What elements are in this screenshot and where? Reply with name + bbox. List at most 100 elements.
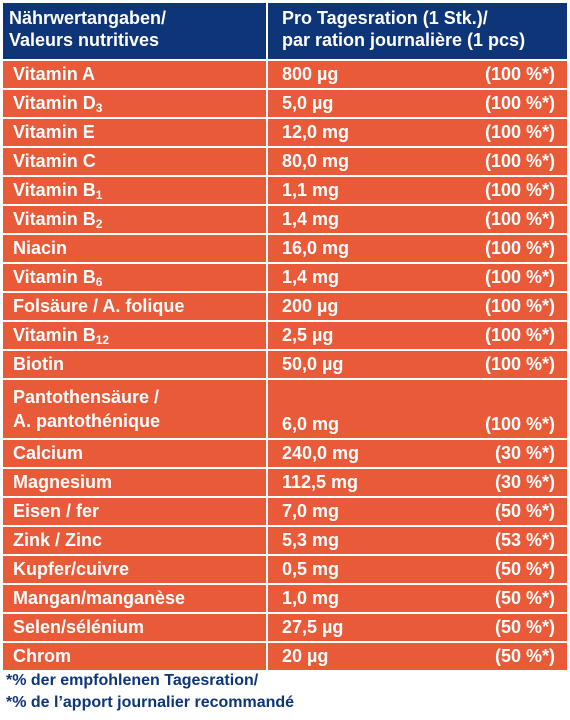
nutrient-subscript: 3 [95, 101, 103, 115]
table-row: Zink / Zinc 5,3 mg (53 %*) [3, 527, 567, 556]
nutrient-percent: (100 %*) [484, 325, 555, 345]
nutrient-percent: (50 %*) [494, 646, 555, 666]
nutrient-percent: (100 %*) [484, 296, 555, 316]
nutrient-name: Magnesium [3, 469, 268, 496]
nutrient-name: Vitamin B6 [3, 264, 268, 291]
table-row: Vitamin B1 1,1 mg (100 %*) [3, 177, 567, 206]
header-col1-line2: Valeurs nutritives [9, 30, 160, 50]
nutrient-name: Selen/sélénium [3, 614, 268, 641]
nutrient-label: Vitamin B [13, 180, 96, 200]
nutrient-name: Vitamin E [3, 119, 268, 146]
nutrient-amount: 112,5 mg [282, 472, 359, 492]
table-row: Kupfer/cuivre 0,5 mg (50 %*) [3, 556, 567, 585]
nutrient-label-line2: A. pantothénique [13, 411, 160, 431]
nutrient-name: Vitamin C [3, 148, 268, 175]
nutrient-label: Niacin [13, 238, 68, 258]
nutrient-label: Calcium [13, 443, 84, 463]
nutrient-label: Vitamin C [13, 151, 96, 171]
nutrient-amount: 200 µg [282, 296, 339, 316]
footnote-line1: *% der empfohlenen Tagesration/ [6, 672, 259, 689]
nutrient-amount: 12,0 mg [282, 122, 350, 142]
nutrient-name: Mangan/manganèse [3, 585, 268, 612]
nutrition-table: Nährwertangaben/ Valeurs nutritives Pro … [3, 3, 567, 672]
footnote-line2: *% de l’apport journalier recommandé [6, 694, 295, 711]
nutrient-amount: 50,0 µg [282, 354, 344, 374]
nutrient-amount: 1,0 mg [282, 588, 340, 608]
table-row: Vitamin C 80,0 mg (100 %*) [3, 148, 567, 177]
header-col2-line2: par ration journalière (1 pcs) [282, 30, 526, 50]
table-row: Vitamin E 12,0 mg (100 %*) [3, 119, 567, 148]
nutrient-percent: (100 %*) [484, 267, 555, 287]
nutrient-percent: (100 %*) [484, 180, 555, 200]
nutrient-amount: 5,0 µg [282, 93, 334, 113]
table-row: Calcium 240,0 mg (30 %*) [3, 440, 567, 469]
nutrient-percent: (30 %*) [494, 443, 555, 463]
nutrient-amount: 6,0 mg [282, 414, 340, 434]
table-row: Magnesium 112,5 mg (30 %*) [3, 469, 567, 498]
nutrient-label: Kupfer/cuivre [13, 559, 130, 579]
table-row: Chrom 20 µg (50 %*) [3, 643, 567, 672]
nutrient-name: Vitamin D3 [3, 90, 268, 117]
nutrient-name: Vitamin B2 [3, 206, 268, 233]
nutrient-percent: (100 %*) [484, 354, 555, 374]
nutrient-amount: 1,4 mg [282, 267, 340, 287]
nutrient-amount: 800 µg [282, 64, 339, 84]
nutrient-percent: (53 %*) [494, 530, 555, 550]
nutrient-label: Chrom [13, 646, 71, 666]
nutrient-name: Niacin [3, 235, 268, 262]
nutrient-name: Calcium [3, 440, 268, 467]
nutrient-label: Selen/sélénium [13, 617, 145, 637]
footnote: *% der empfohlenen Tagesration/ *% de l’… [6, 670, 294, 714]
nutrient-label: Zink / Zinc [13, 530, 103, 550]
nutrient-name: Biotin [3, 351, 268, 378]
nutrient-label: Vitamin B [13, 209, 96, 229]
nutrient-amount: 2,5 µg [282, 325, 334, 345]
nutrient-amount: 240,0 mg [282, 443, 360, 463]
table-row: Biotin 50,0 µg (100 %*) [3, 351, 567, 380]
nutrient-percent: (100 %*) [484, 64, 555, 84]
header-amount-column: Pro Tagesration (1 Stk.)/ par ration jou… [268, 3, 567, 59]
nutrient-percent: (50 %*) [494, 588, 555, 608]
header-col2-line1: Pro Tagesration (1 Stk.)/ [282, 8, 488, 28]
table-row: Folsäure / A. folique 200 µg (100 %*) [3, 293, 567, 322]
nutrient-label: Folsäure / A. folique [13, 296, 185, 316]
table-row: Eisen / fer 7,0 mg (50 %*) [3, 498, 567, 527]
nutrient-name: Pantothensäure / A. pantothénique [3, 380, 268, 438]
table-row: Pantothensäure / A. pantothénique 6,0 mg (1… [3, 380, 567, 440]
header-nutrient-column: Nährwertangaben/ Valeurs nutritives [3, 3, 268, 59]
nutrient-label: Vitamin D [13, 93, 96, 113]
nutrient-name: Eisen / fer [3, 498, 268, 525]
nutrient-amount: 1,1 mg [282, 180, 340, 200]
nutrient-percent: (50 %*) [494, 501, 555, 521]
nutrient-label: Magnesium [13, 472, 113, 492]
table-row: Vitamin B12 2,5 µg (100 %*) [3, 322, 567, 351]
nutrient-amount: 27,5 µg [282, 617, 344, 637]
nutrient-percent: (100 %*) [484, 209, 555, 229]
nutrient-amount: 7,0 mg [282, 501, 340, 521]
nutrient-percent: (50 %*) [494, 559, 555, 579]
nutrient-amount: 16,0 mg [282, 238, 350, 258]
table-row: Vitamin B6 1,4 mg (100 %*) [3, 264, 567, 293]
nutrient-amount: 0,5 mg [282, 559, 340, 579]
nutrient-label: Biotin [13, 354, 64, 374]
nutrient-name: Chrom [3, 643, 268, 670]
nutrient-name: Vitamin B1 [3, 177, 268, 204]
nutrient-label: Pantothensäure / [13, 387, 160, 407]
nutrient-percent: (100 %*) [484, 93, 555, 113]
table-row: Vitamin B2 1,4 mg (100 %*) [3, 206, 567, 235]
nutrient-subscript: 1 [95, 188, 103, 202]
nutrient-name: Vitamin A [3, 61, 268, 88]
nutrient-percent: (100 %*) [484, 122, 555, 142]
table-row: Niacin 16,0 mg (100 %*) [3, 235, 567, 264]
nutrient-percent: (100 %*) [484, 414, 555, 434]
table-row: Vitamin D3 5,0 µg (100 %*) [3, 90, 567, 119]
nutrient-subscript: 12 [95, 333, 110, 347]
nutrient-label: Vitamin B [13, 325, 96, 345]
nutrient-label: Vitamin B [13, 267, 96, 287]
nutrient-label: Vitamin E [13, 122, 95, 142]
nutrient-amount: 1,4 mg [282, 209, 340, 229]
nutrient-name: Vitamin B12 [3, 322, 268, 349]
nutrient-subscript: 6 [95, 275, 103, 289]
table-row: Selen/sélénium 27,5 µg (50 %*) [3, 614, 567, 643]
nutrient-percent: (100 %*) [484, 238, 555, 258]
